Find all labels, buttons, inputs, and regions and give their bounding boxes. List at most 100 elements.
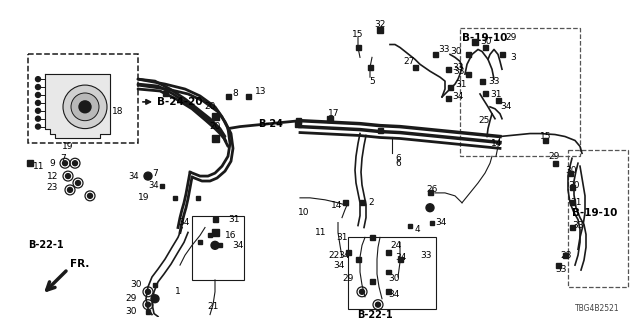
- Text: 29: 29: [125, 294, 136, 303]
- Text: 33: 33: [452, 63, 463, 72]
- Bar: [563, 253, 568, 258]
- Bar: [385, 289, 390, 294]
- Text: 30: 30: [451, 47, 462, 56]
- Bar: [385, 250, 390, 255]
- Text: 33: 33: [572, 221, 584, 230]
- Bar: [173, 196, 177, 200]
- Bar: [196, 196, 200, 200]
- Bar: [568, 171, 573, 176]
- Bar: [218, 243, 222, 247]
- Circle shape: [145, 289, 150, 294]
- Text: 34: 34: [232, 241, 243, 250]
- Text: 33: 33: [488, 76, 499, 86]
- Bar: [225, 94, 230, 100]
- Text: 1: 1: [175, 287, 180, 296]
- Bar: [246, 94, 250, 100]
- Text: 20: 20: [204, 102, 216, 111]
- Bar: [369, 235, 374, 240]
- Circle shape: [65, 174, 70, 179]
- Bar: [465, 72, 470, 77]
- Bar: [198, 240, 202, 244]
- Bar: [479, 79, 484, 84]
- Text: 34: 34: [178, 218, 189, 227]
- Text: 30: 30: [565, 166, 577, 175]
- Bar: [385, 269, 390, 275]
- Bar: [445, 67, 451, 72]
- Text: 33: 33: [420, 251, 431, 260]
- Circle shape: [360, 289, 365, 294]
- Text: 27: 27: [404, 57, 415, 66]
- Polygon shape: [45, 74, 110, 139]
- Circle shape: [35, 100, 40, 105]
- Text: 34: 34: [388, 290, 399, 299]
- Circle shape: [63, 161, 67, 166]
- Text: B-19-10: B-19-10: [462, 33, 508, 43]
- Text: 31: 31: [228, 215, 239, 224]
- Text: 34: 34: [395, 253, 406, 262]
- Circle shape: [79, 101, 91, 113]
- Bar: [408, 224, 412, 228]
- Bar: [355, 257, 360, 262]
- Bar: [430, 220, 434, 225]
- Text: 30: 30: [568, 181, 579, 190]
- Bar: [543, 138, 547, 143]
- Bar: [465, 52, 470, 57]
- Text: 33: 33: [454, 67, 465, 76]
- Text: 11: 11: [33, 162, 45, 171]
- Text: B-19-10: B-19-10: [572, 208, 618, 218]
- Text: 19: 19: [138, 193, 150, 202]
- Bar: [27, 160, 33, 166]
- Bar: [360, 200, 365, 205]
- Bar: [355, 45, 360, 50]
- Bar: [428, 190, 433, 196]
- Circle shape: [35, 124, 40, 129]
- Text: FR.: FR.: [70, 259, 90, 269]
- Text: B-22-1: B-22-1: [357, 309, 393, 320]
- Text: 34: 34: [339, 251, 350, 260]
- Text: 32: 32: [374, 20, 386, 29]
- Text: 7: 7: [152, 169, 157, 178]
- Circle shape: [67, 188, 72, 192]
- Bar: [499, 52, 504, 57]
- Circle shape: [376, 302, 381, 307]
- Bar: [483, 92, 488, 96]
- Bar: [570, 186, 575, 190]
- Bar: [495, 99, 500, 103]
- Text: 24: 24: [390, 241, 401, 250]
- Text: 22: 22: [328, 251, 339, 260]
- Circle shape: [151, 295, 159, 303]
- Bar: [211, 135, 218, 142]
- Bar: [295, 121, 301, 127]
- Circle shape: [76, 180, 81, 186]
- Bar: [346, 250, 351, 255]
- Bar: [378, 128, 383, 133]
- Text: 18: 18: [112, 107, 124, 116]
- Bar: [413, 65, 417, 70]
- Text: 16: 16: [225, 231, 237, 240]
- Text: 20: 20: [209, 122, 221, 131]
- Bar: [211, 113, 218, 120]
- Text: 31: 31: [337, 233, 348, 242]
- Text: B-24: B-24: [258, 119, 283, 129]
- Text: 33: 33: [438, 45, 449, 54]
- Bar: [153, 283, 157, 287]
- Text: 21: 21: [207, 302, 219, 311]
- Text: B-22-1: B-22-1: [28, 240, 63, 250]
- Circle shape: [63, 85, 107, 129]
- Bar: [556, 263, 561, 268]
- Bar: [327, 116, 333, 122]
- Text: 14: 14: [491, 139, 502, 148]
- Text: 30: 30: [125, 307, 136, 316]
- Bar: [208, 234, 212, 237]
- Text: 5: 5: [369, 76, 375, 86]
- Text: 4: 4: [415, 225, 420, 234]
- Circle shape: [35, 92, 40, 97]
- Text: 28: 28: [560, 251, 572, 260]
- Text: B-24-20: B-24-20: [157, 97, 203, 107]
- Text: 19: 19: [62, 142, 74, 151]
- Text: 34: 34: [128, 172, 139, 180]
- Circle shape: [35, 84, 40, 90]
- Text: 30: 30: [388, 275, 399, 284]
- Circle shape: [35, 77, 40, 82]
- Bar: [211, 229, 218, 236]
